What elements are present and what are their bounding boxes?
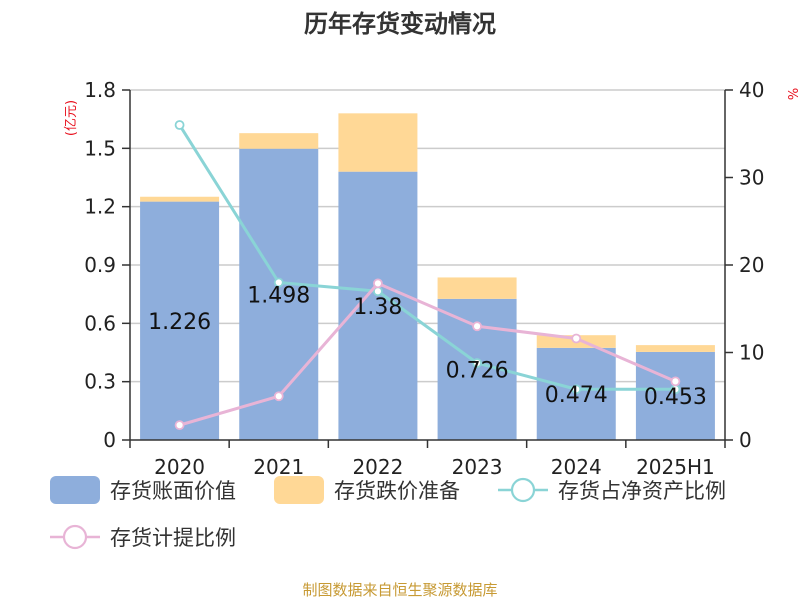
- bar-impairment: [437, 277, 517, 299]
- bar-value-label: 0.726: [446, 358, 509, 383]
- legend-net-asset-ratio: 存货占净资产比例: [498, 477, 726, 503]
- x-tick-label: 2021: [253, 455, 304, 479]
- net-asset-ratio-point: [273, 277, 284, 288]
- provision-ratio-point: [373, 278, 383, 289]
- bar-value-label: 0.474: [545, 383, 608, 408]
- left-tick-label: 0.6: [84, 311, 116, 335]
- legend-swatch-marker: [510, 477, 536, 503]
- right-tick-label: 0: [739, 428, 752, 452]
- net-asset-ratio-point: [571, 384, 582, 395]
- left-tick-label: 0: [103, 428, 116, 452]
- bar-impairment: [239, 133, 319, 149]
- left-tick-label: 0.3: [84, 370, 116, 394]
- x-tick-label: 2020: [154, 455, 205, 479]
- legend-swatch: [50, 476, 100, 504]
- legend-swatch: [274, 476, 324, 504]
- left-axis-unit: (亿元): [64, 100, 79, 136]
- legend-swatch-marker: [62, 524, 88, 550]
- provision-ratio-point: [273, 391, 284, 402]
- left-tick-label: 1.8: [84, 78, 116, 102]
- provision-ratio-point: [571, 333, 582, 344]
- right-tick-label: 20: [739, 253, 764, 277]
- provision-ratio-point: [174, 420, 185, 431]
- x-tick-label: 2024: [551, 455, 602, 479]
- bar-value-label: 1.38: [353, 295, 402, 320]
- bar-series: [140, 113, 715, 440]
- grid-lines: [130, 89, 725, 383]
- axes: 0 0.3 0.6 0.9 1.2 1.5 1.8 0 10 20 30 40 2020 2021 2022…: [84, 78, 764, 479]
- legend-provision-ratio: 存货计提比例: [50, 524, 236, 550]
- x-tick-label: 2023: [452, 455, 503, 479]
- line-series: [174, 120, 681, 431]
- legend-label: 存货占净资产比例: [558, 479, 726, 503]
- legend-label: 存货计提比例: [110, 526, 236, 550]
- right-tick-label: 30: [739, 166, 764, 190]
- x-tick-label: 2022: [352, 455, 403, 479]
- net-asset-ratio-point: [174, 120, 185, 130]
- net-asset-ratio-point: [472, 358, 482, 368]
- left-tick-label: 1.2: [84, 195, 116, 219]
- right-tick-label: 10: [739, 341, 764, 365]
- bar-impairment: [635, 345, 715, 352]
- bar-value-labels: 1.226 1.498 1.38 0.726 0.474 0.453: [148, 283, 707, 410]
- legend-label: 存货账面价值: [110, 479, 236, 503]
- source-note: 制图数据来自恒生聚源数据库: [302, 581, 497, 599]
- net-asset-ratio-line: [178, 124, 676, 391]
- bar-value-label: 1.226: [148, 310, 211, 335]
- right-tick-label: 40: [739, 78, 764, 102]
- left-tick-label: 1.5: [84, 136, 116, 160]
- legend-impairment: 存货跌价准备: [274, 476, 460, 504]
- legend-label: 存货跌价准备: [334, 479, 460, 503]
- provision-ratio-line: [179, 281, 677, 427]
- bar-book-value: [635, 351, 715, 440]
- bar-book-value: [338, 171, 418, 440]
- bar-book-value: [140, 201, 220, 440]
- x-tick-label: 2025H1: [636, 455, 715, 479]
- bar-impairment: [140, 196, 220, 202]
- provision-ratio-point: [472, 321, 482, 332]
- left-tick-label: 0.9: [84, 253, 116, 277]
- bar-value-label: 1.498: [247, 283, 310, 308]
- right-axis-unit: %: [787, 88, 800, 100]
- legend-book-value: 存货账面价值: [50, 476, 236, 504]
- provision-ratio-point: [670, 376, 681, 387]
- bar-impairment: [338, 113, 418, 172]
- chart-title: 历年存货变动情况: [304, 10, 496, 38]
- bar-value-label: 0.453: [644, 385, 707, 410]
